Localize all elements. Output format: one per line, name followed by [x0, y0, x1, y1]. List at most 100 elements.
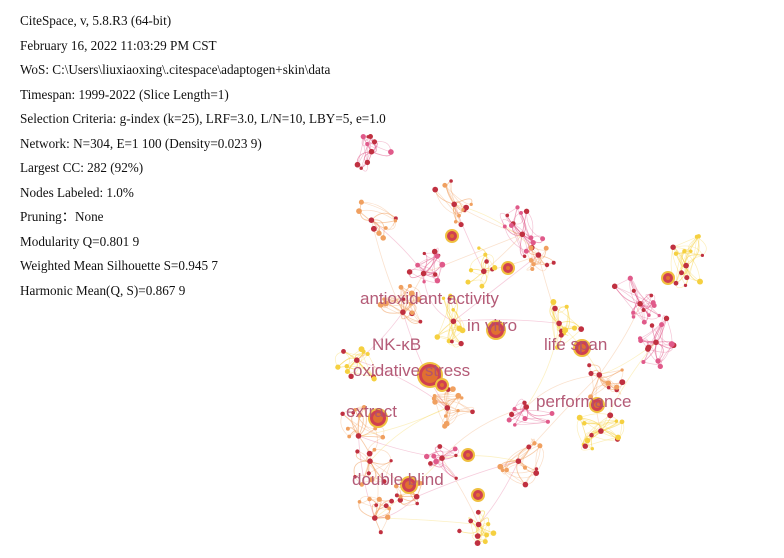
- network-node: [347, 434, 352, 439]
- network-edge: [590, 369, 623, 398]
- network-node: [366, 471, 371, 476]
- network-node: [519, 210, 523, 215]
- network-node: [371, 139, 378, 145]
- network-node: [535, 252, 542, 258]
- network-node: [578, 326, 585, 332]
- network-node: [359, 166, 363, 170]
- network-node: [537, 443, 543, 449]
- network-node: [465, 279, 471, 285]
- network-node: [380, 434, 386, 440]
- network-node: [345, 426, 350, 431]
- network-node: [506, 417, 512, 423]
- network-edge: [591, 419, 617, 436]
- network-edge: [467, 270, 485, 283]
- network-node: [413, 493, 420, 500]
- network-node: [353, 408, 357, 412]
- network-edge: [502, 219, 514, 227]
- network-node: [366, 450, 373, 457]
- network-node: [500, 468, 505, 473]
- network-node: [649, 323, 655, 328]
- network-node: [649, 293, 654, 298]
- network-node: [551, 260, 556, 265]
- network-node: [439, 455, 445, 462]
- data-path: WoS: C:\Users\liuxiaoxing\.citespace\ada…: [20, 62, 331, 77]
- network-node: [584, 437, 591, 444]
- network-edge: [354, 409, 383, 438]
- network-node: [589, 432, 594, 438]
- network-node: [383, 503, 389, 509]
- network-node: [422, 280, 426, 284]
- network-node: [355, 449, 360, 454]
- network-node: [382, 300, 389, 307]
- network-edge: [383, 287, 402, 301]
- nodes-labeled: Nodes Labeled: 1.0%: [20, 184, 134, 200]
- network-node: [439, 261, 446, 268]
- network-edge: [357, 451, 370, 474]
- network-node: [483, 252, 488, 257]
- network-node: [641, 308, 646, 312]
- network-size: Network: N=304, E=1 100 (Density=0.023 9…: [20, 135, 262, 151]
- network-edge: [630, 278, 638, 313]
- network-edge: [590, 384, 617, 397]
- network-node: [446, 338, 452, 344]
- network-node: [461, 208, 465, 212]
- network-node: [578, 344, 586, 352]
- network-node: [637, 336, 643, 341]
- network-node: [679, 270, 684, 276]
- network-node: [466, 453, 470, 457]
- network-node: [528, 258, 534, 263]
- network-node: [456, 325, 463, 332]
- network-node: [479, 283, 485, 289]
- network-node: [359, 482, 364, 487]
- network-node: [588, 394, 594, 400]
- network-node: [582, 443, 588, 449]
- largest-cc: Largest CC: 282 (92%): [20, 160, 144, 175]
- network-summary: CiteSpace, v, 5.8.R3 (64-bit) February 1…: [20, 9, 490, 303]
- network-node: [450, 234, 454, 238]
- network-edge: [478, 461, 519, 525]
- network-edge: [374, 496, 417, 519]
- network-node: [335, 364, 341, 370]
- network-node: [647, 313, 651, 317]
- network-node: [522, 400, 527, 406]
- network-node: [351, 410, 355, 415]
- network-node: [389, 498, 395, 504]
- network-node: [594, 402, 600, 408]
- network-edge: [538, 254, 560, 324]
- network-node: [354, 357, 360, 364]
- network-edge: [369, 460, 417, 497]
- network-node: [368, 217, 375, 223]
- network-node: [428, 461, 433, 466]
- network-node: [454, 476, 458, 480]
- network-node: [505, 213, 510, 218]
- network-node: [576, 414, 583, 421]
- network-node: [533, 470, 540, 476]
- network-edge: [342, 413, 383, 438]
- keyword-label-extract: extract: [346, 402, 397, 421]
- network-edge: [441, 455, 519, 462]
- network-node: [415, 501, 419, 506]
- network-node: [401, 297, 406, 301]
- network-edge: [369, 407, 448, 462]
- network-node: [393, 483, 399, 489]
- network-edge: [449, 298, 457, 342]
- network-node: [683, 283, 688, 288]
- network-edge: [614, 286, 645, 323]
- network-node: [650, 300, 656, 306]
- network-node: [370, 225, 377, 232]
- network-node: [605, 381, 610, 385]
- network-node: [606, 385, 611, 390]
- network-node: [431, 248, 438, 255]
- network-node: [515, 458, 522, 465]
- network-node: [374, 503, 379, 507]
- timestamp: February 16, 2022 11:03:29 PM CST: [20, 37, 217, 53]
- network-node: [365, 351, 370, 357]
- network-node: [356, 208, 362, 214]
- keyword-label-double-blind: double blind: [352, 470, 444, 489]
- network-edge: [434, 189, 460, 216]
- network-edge: [453, 198, 473, 205]
- network-edge: [334, 351, 344, 368]
- network-node: [564, 304, 569, 309]
- network-node: [684, 275, 690, 281]
